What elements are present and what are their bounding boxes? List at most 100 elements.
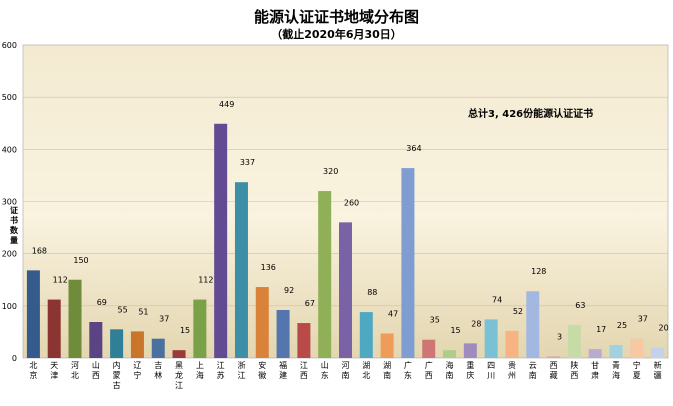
data-label: 88	[367, 288, 377, 297]
chart-subtitle: （截止2020年6月30日）	[271, 28, 402, 41]
bar-15	[339, 222, 352, 358]
bar-6	[151, 338, 165, 358]
data-label: 150	[73, 256, 88, 265]
y-tick-label: 0	[12, 354, 17, 363]
total-annotation: 总计3, 426份能源认证证书	[468, 109, 594, 120]
data-label: 52	[513, 307, 523, 316]
bar-24	[526, 291, 540, 358]
x-tick-label: 山东	[321, 360, 329, 380]
bar-16	[359, 312, 373, 358]
data-label: 260	[344, 198, 359, 207]
bar-14	[318, 191, 332, 358]
x-tick-label: 内蒙古	[113, 360, 121, 390]
y-tick-label: 600	[2, 41, 17, 50]
x-tick-label: 广西	[425, 360, 433, 380]
x-tick-label: 黑龙江	[175, 361, 183, 390]
y-tick-label: 400	[2, 145, 17, 154]
bar-4	[110, 329, 124, 358]
y-axis-label: 证书数量	[10, 206, 18, 245]
data-label: 3	[557, 332, 562, 341]
x-tick-label: 安徽	[258, 360, 266, 380]
y-tick-label: 200	[2, 250, 17, 259]
x-tick-label: 吉林	[154, 361, 162, 380]
x-tick-label: 北京	[29, 361, 37, 380]
x-tick-label: 广东	[404, 360, 412, 380]
x-tick-label: 上海	[196, 361, 204, 380]
x-tick-label: 重庆	[466, 360, 474, 380]
bar-1	[47, 299, 61, 358]
x-tick-label: 甘肃	[591, 360, 599, 380]
chart-title: 能源认证证书地域分布图	[253, 8, 419, 26]
x-tick-label: 四川	[487, 361, 495, 380]
y-axis-ticks: 0 100 200 300 400 500 600	[2, 41, 17, 363]
data-label: 136	[261, 263, 276, 272]
x-tick-label: 贵州	[508, 360, 516, 380]
data-label: 168	[32, 246, 47, 255]
data-label: 128	[531, 267, 546, 276]
x-tick-label: 河北	[71, 360, 79, 380]
bar-20	[443, 350, 457, 358]
x-tick-label: 福建	[279, 361, 287, 380]
x-tick-label: 河南	[342, 360, 350, 380]
y-tick-label: 500	[2, 93, 17, 102]
x-tick-label: 西藏	[550, 361, 558, 380]
data-label: 112	[198, 276, 213, 285]
data-label: 364	[406, 144, 421, 153]
data-label: 51	[138, 307, 148, 316]
data-label: 17	[596, 325, 606, 334]
bar-8	[193, 299, 207, 358]
x-tick-label: 江西	[300, 361, 308, 380]
bar-12	[276, 310, 290, 358]
bar-30	[651, 347, 665, 358]
bar-3	[89, 322, 103, 358]
x-tick-label: 山西	[92, 360, 100, 380]
data-label: 35	[430, 316, 440, 325]
data-label: 15	[450, 326, 460, 335]
bar-7	[172, 350, 186, 358]
x-tick-label: 新疆	[654, 360, 662, 380]
bar-27	[588, 349, 602, 358]
x-tick-label: 湖南	[383, 361, 391, 380]
data-label: 337	[240, 158, 255, 167]
x-tick-label: 云南	[529, 361, 537, 380]
bar-0	[26, 270, 40, 358]
bar-25	[547, 356, 561, 358]
data-label: 74	[492, 295, 502, 304]
bar-13	[297, 323, 311, 358]
data-label: 449	[219, 100, 234, 109]
bar-29	[630, 338, 644, 358]
data-label: 63	[575, 301, 585, 310]
data-label: 55	[118, 305, 128, 314]
bar-2	[68, 279, 82, 358]
x-tick-label: 浙江	[237, 360, 245, 380]
x-tick-label: 江苏	[217, 361, 225, 380]
x-tick-label: 青海	[612, 360, 620, 380]
data-label: 25	[617, 321, 627, 330]
data-label: 37	[159, 315, 169, 324]
bar-11	[255, 287, 269, 358]
bar-26	[567, 325, 581, 358]
gridlines	[23, 44, 668, 307]
x-tick-label: 海南	[446, 360, 454, 380]
x-tick-label: 天津	[50, 361, 58, 380]
bar-19	[422, 339, 436, 358]
x-tick-label: 湖北	[362, 361, 370, 380]
x-tick-label: 辽宁	[133, 361, 141, 380]
bar-5	[130, 331, 144, 358]
data-label: 92	[284, 286, 294, 295]
data-label: 47	[388, 309, 398, 318]
bar-23	[505, 330, 519, 358]
data-label: 67	[305, 299, 315, 308]
bar-9	[214, 123, 228, 358]
x-tick-label: 陕西	[570, 360, 578, 380]
bar-17	[380, 333, 394, 358]
data-label: 20	[659, 324, 669, 333]
bar-18	[401, 168, 415, 358]
data-label: 320	[323, 167, 338, 176]
data-label: 28	[471, 319, 481, 328]
data-label: 37	[638, 315, 648, 324]
data-label: 69	[97, 298, 107, 307]
